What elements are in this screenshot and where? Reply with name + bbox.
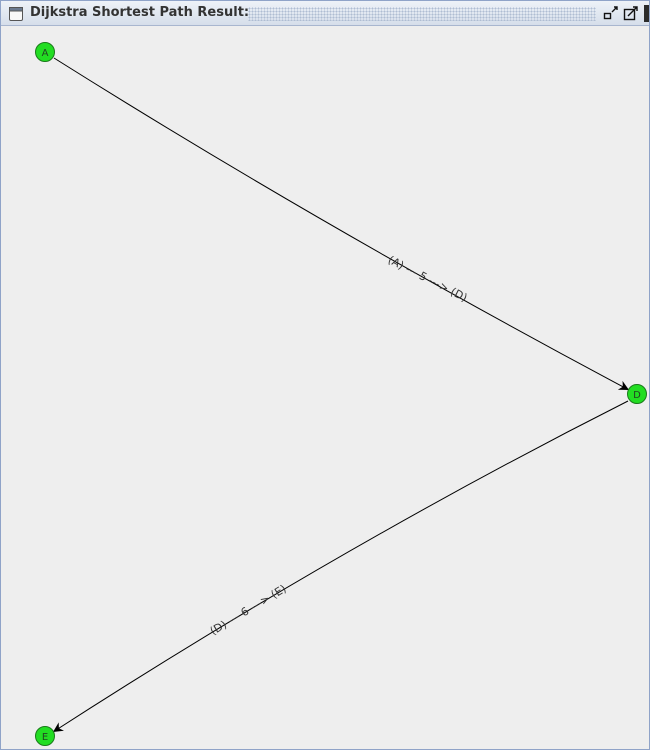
node-a[interactable]: A bbox=[35, 42, 55, 62]
edge-label-a-d: (A) --- 5 ---> (D) bbox=[386, 253, 470, 304]
node-e[interactable]: E bbox=[35, 726, 55, 746]
node-e-circle[interactable] bbox=[35, 726, 55, 746]
edge-d-e[interactable]: (D) --- 6 ---> (E) bbox=[52, 400, 629, 733]
node-a-label: A bbox=[42, 48, 49, 59]
window-icon bbox=[9, 7, 23, 21]
window-title: Dijkstra Shortest Path Result: bbox=[30, 5, 250, 20]
edge-line-d-e[interactable] bbox=[52, 400, 629, 733]
node-d[interactable]: D bbox=[627, 384, 647, 404]
node-e-label: E bbox=[42, 732, 48, 743]
edge-label-d-e: (D) --- 6 ---> (E) bbox=[208, 582, 289, 638]
node-a-circle[interactable] bbox=[35, 42, 55, 62]
node-d-label: D bbox=[633, 390, 641, 401]
title-grip bbox=[248, 7, 596, 21]
edge-a-d[interactable]: (A) --- 5 ---> (D) bbox=[53, 57, 630, 391]
graph-canvas[interactable]: (A) --- 5 ---> (D) (D) --- 6 ---> (E) A … bbox=[1, 26, 649, 749]
close-icon[interactable] bbox=[644, 5, 649, 22]
maximize-icon[interactable] bbox=[622, 5, 640, 22]
node-d-circle[interactable] bbox=[627, 384, 647, 404]
edge-line-a-d[interactable] bbox=[53, 57, 630, 391]
restore-icon[interactable] bbox=[602, 5, 620, 22]
title-bar[interactable]: Dijkstra Shortest Path Result: bbox=[1, 1, 649, 26]
